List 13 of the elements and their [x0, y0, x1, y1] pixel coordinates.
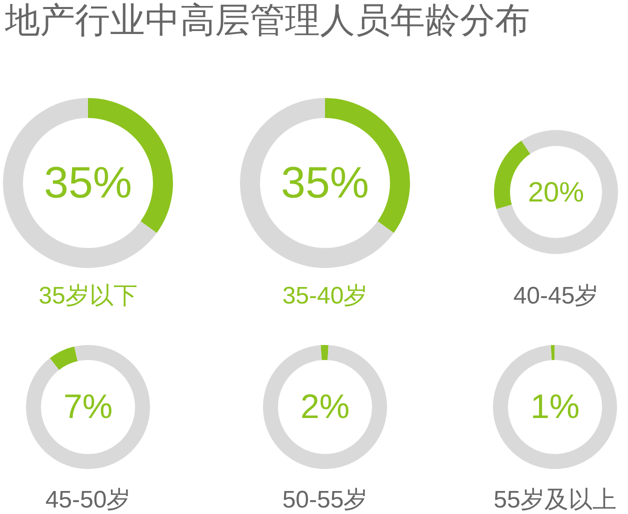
- text: 1%: [530, 388, 580, 426]
- text: 50-55岁: [282, 486, 368, 514]
- text: 2%: [300, 388, 350, 426]
- text: 55岁及以上: [494, 486, 616, 514]
- text: 45-50岁: [45, 486, 131, 514]
- text: 地产行业中高层管理人员年龄分布: [5, 1, 530, 41]
- text: 7%: [63, 388, 113, 426]
- text: 35岁以下: [38, 282, 138, 310]
- text: 20%: [528, 176, 584, 208]
- text: 35%: [44, 158, 132, 208]
- text: 40-45岁: [513, 282, 599, 310]
- text: 35-40岁: [282, 282, 368, 310]
- text: 35%: [280, 158, 370, 208]
